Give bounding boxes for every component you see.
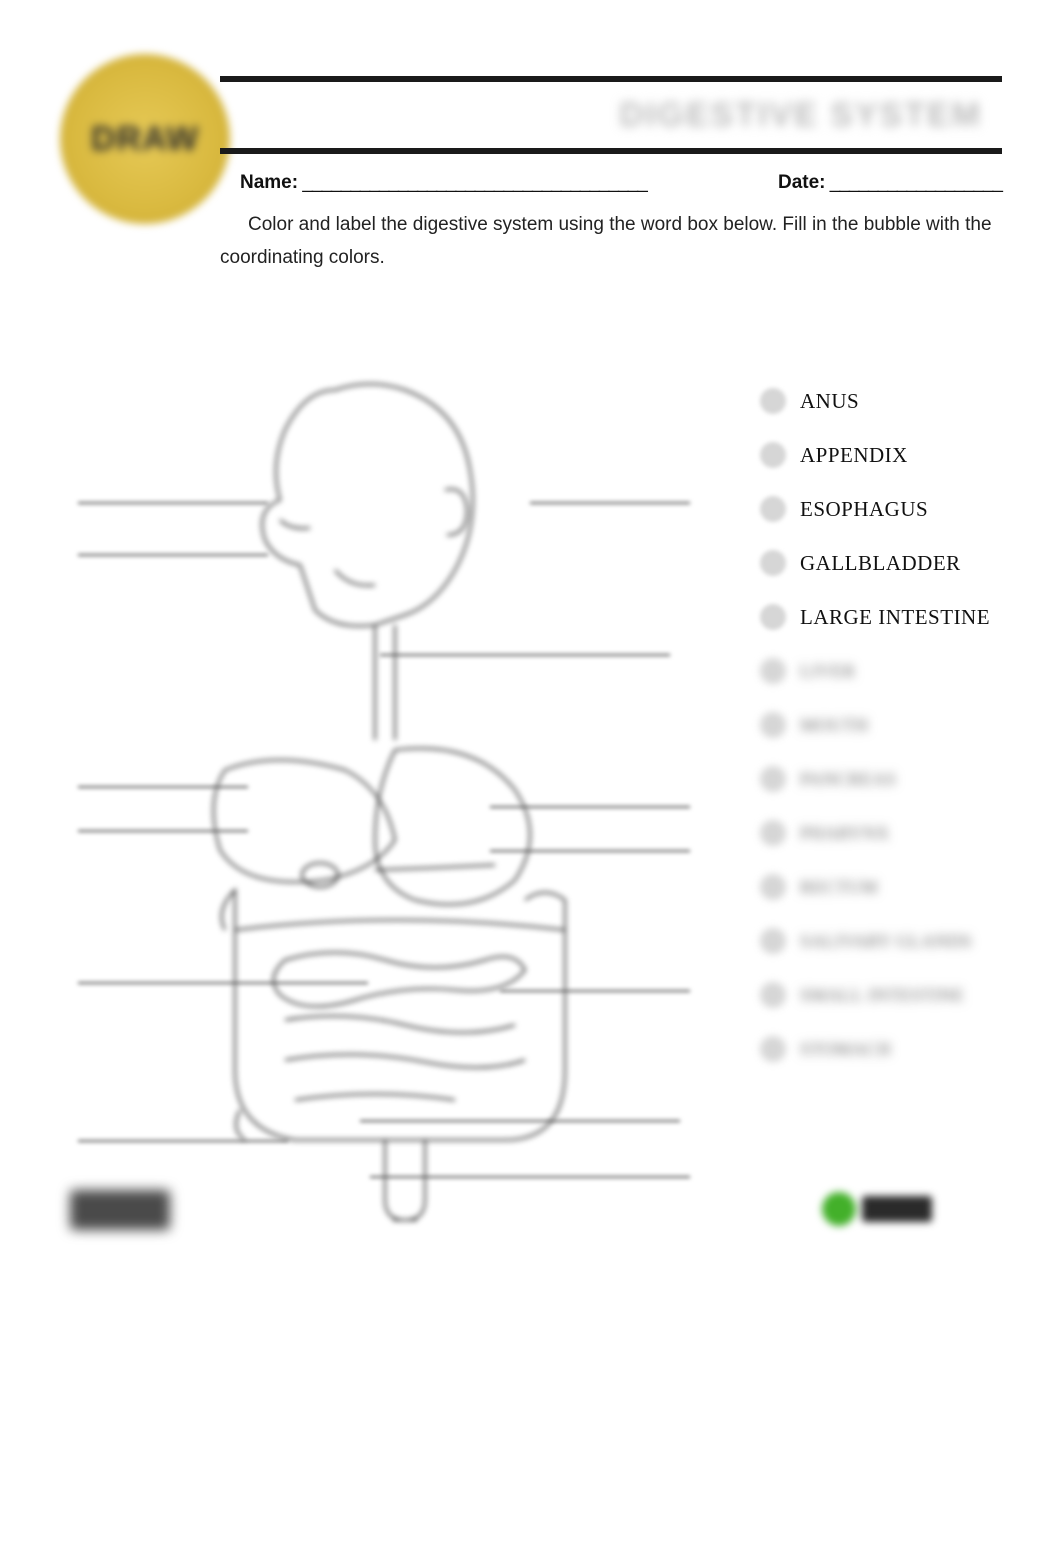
- word-label: RECTUM: [800, 877, 878, 898]
- page-title: DIGESTIVE SYSTEM: [619, 96, 982, 135]
- label-blank-line: [360, 1120, 680, 1122]
- color-bubble: [760, 712, 786, 738]
- meta-row: Name: __________________________________…: [240, 172, 1002, 194]
- word-item: SALIVARY GLANDS: [760, 928, 1030, 954]
- label-blank-line: [78, 502, 268, 504]
- color-bubble: [760, 1036, 786, 1062]
- word-item: ANUS: [760, 388, 1030, 414]
- color-bubble: [760, 928, 786, 954]
- label-blank-line: [78, 1140, 288, 1142]
- word-label: LARGE INTESTINE: [800, 605, 990, 630]
- word-item: LARGE INTESTINE: [760, 604, 1030, 630]
- footer-logo-left: [70, 1190, 170, 1230]
- color-bubble: [760, 550, 786, 576]
- color-bubble: [760, 442, 786, 468]
- digestive-diagram: [75, 370, 715, 1240]
- word-item: LIVER: [760, 658, 1030, 684]
- draw-badge: DRAW: [60, 54, 230, 224]
- color-bubble: [760, 388, 786, 414]
- name-label: Name:: [240, 172, 298, 193]
- word-label: ESOPHAGUS: [800, 497, 928, 522]
- word-item: RECTUM: [760, 874, 1030, 900]
- word-item: STOMACH: [760, 1036, 1030, 1062]
- footer-logo-right: [822, 1185, 942, 1233]
- color-bubble: [760, 820, 786, 846]
- word-label: MOUTH: [800, 715, 869, 736]
- name-blank: ____________________________________: [298, 172, 647, 193]
- word-label: ANUS: [800, 389, 859, 414]
- word-label: PHARYNX: [800, 823, 890, 844]
- label-blank-line: [78, 982, 368, 984]
- label-blank-line: [500, 990, 690, 992]
- word-label: SALIVARY GLANDS: [800, 931, 972, 952]
- color-bubble: [760, 604, 786, 630]
- label-blank-line: [490, 850, 690, 852]
- footer-green-icon: [822, 1192, 856, 1226]
- label-blank-line: [380, 654, 670, 656]
- word-label: APPENDIX: [800, 443, 908, 468]
- word-item: PANCREAS: [760, 766, 1030, 792]
- label-blank-line: [370, 1176, 690, 1178]
- header-bottom-rule: [220, 148, 1002, 154]
- word-label: PANCREAS: [800, 769, 896, 790]
- title-banner: DIGESTIVE SYSTEM: [220, 92, 1002, 138]
- word-item: MOUTH: [760, 712, 1030, 738]
- word-item: PHARYNX: [760, 820, 1030, 846]
- color-bubble: [760, 982, 786, 1008]
- label-blank-line: [530, 502, 690, 504]
- label-blank-line: [490, 806, 690, 808]
- color-bubble: [760, 658, 786, 684]
- color-bubble: [760, 496, 786, 522]
- instructions-text: Color and label the digestive system usi…: [220, 208, 1002, 275]
- word-list: ANUS APPENDIX ESOPHAGUS GALLBLADDER LARGE IN…: [760, 388, 1030, 1090]
- label-blank-line: [78, 554, 268, 556]
- word-label: SMALL INTESTINE: [800, 985, 964, 1006]
- label-blank-line: [78, 830, 248, 832]
- label-blank-line: [78, 786, 248, 788]
- date-blank: __________________: [826, 172, 1002, 193]
- word-label: GALLBLADDER: [800, 551, 961, 576]
- date-label: Date:: [778, 172, 826, 193]
- name-field: Name: __________________________________…: [240, 172, 647, 194]
- word-label: STOMACH: [800, 1039, 891, 1060]
- word-item: SMALL INTESTINE: [760, 982, 1030, 1008]
- color-bubble: [760, 766, 786, 792]
- word-item: GALLBLADDER: [760, 550, 1030, 576]
- word-item: ESOPHAGUS: [760, 496, 1030, 522]
- footer-text-mark: [862, 1196, 932, 1222]
- diagram-svg: [75, 370, 715, 1240]
- date-field: Date: __________________: [778, 172, 1002, 194]
- header-top-rule: [220, 76, 1002, 82]
- color-bubble: [760, 874, 786, 900]
- word-item: APPENDIX: [760, 442, 1030, 468]
- badge-text: DRAW: [91, 120, 199, 159]
- word-label: LIVER: [800, 661, 856, 682]
